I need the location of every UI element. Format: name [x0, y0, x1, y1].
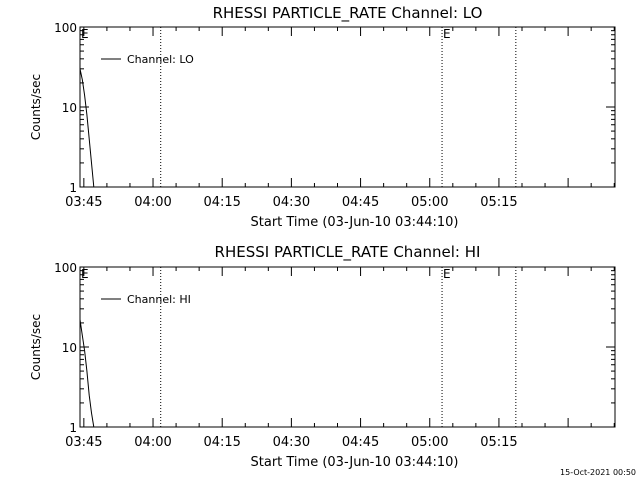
panel-1-x-tick-label: 04:45 [342, 195, 379, 210]
panel-2-x-axis-label: Start Time (03-Jun-10 03:44:10) [251, 455, 459, 470]
panel-2-corner-marker: E [81, 267, 89, 281]
panel-1-x-tick-label: 04:30 [273, 195, 310, 210]
panel-1-x-tick-label: 04:15 [203, 195, 240, 210]
panel-1-corner-marker: E [81, 27, 89, 41]
panel-1-event-line-label: E [443, 27, 451, 41]
panel-2-y-tick-label: 1 [69, 421, 77, 435]
footer-timestamp: 15-Oct-2021 00:50 [560, 468, 636, 477]
panel-1-y-tick-label: 10 [62, 101, 77, 115]
panel-1-x-tick-label: 03:45 [65, 195, 102, 210]
panel-2-x-tick-label: 04:45 [342, 435, 379, 450]
panel-2-y-axis-label: Counts/sec [29, 314, 43, 380]
panel-1-x-tick-label: 05:15 [480, 195, 517, 210]
panel-1-series-line [79, 68, 95, 188]
panel-2-x-tick-label: 03:45 [65, 435, 102, 450]
panel-2-y-tick-label: 10 [62, 341, 77, 355]
panel-1-x-axis-label: Start Time (03-Jun-10 03:44:10) [251, 215, 459, 230]
panel-2-x-tick-label: 04:15 [203, 435, 240, 450]
panel-1-y-axis-label: Counts/sec [29, 74, 43, 140]
panel-1-x-tick-label: 04:00 [134, 195, 171, 210]
panel-2-x-tick-label: 04:00 [134, 435, 171, 450]
panel-2-legend-label: Channel: HI [127, 293, 191, 306]
panel-2-x-tick-label: 05:00 [411, 435, 448, 450]
panel-2-x-tick-label: 05:15 [480, 435, 517, 450]
panel-2-event-line-label: E [443, 267, 451, 281]
panel-2-x-tick-label: 04:30 [273, 435, 310, 450]
panel-1-x-tick-label: 05:00 [411, 195, 448, 210]
panel-1-chart-title: RHESSI PARTICLE_RATE Channel: LO [213, 4, 483, 23]
panel-1-legend-label: Channel: LO [127, 53, 194, 66]
panel-1-y-tick-label: 1 [69, 181, 77, 195]
panel-1-y-tick-label: 100 [54, 21, 77, 35]
panel-2-y-tick-label: 100 [54, 261, 77, 275]
panel-2-series-line [79, 319, 95, 428]
panel-2-chart-title: RHESSI PARTICLE_RATE Channel: HI [215, 243, 481, 262]
